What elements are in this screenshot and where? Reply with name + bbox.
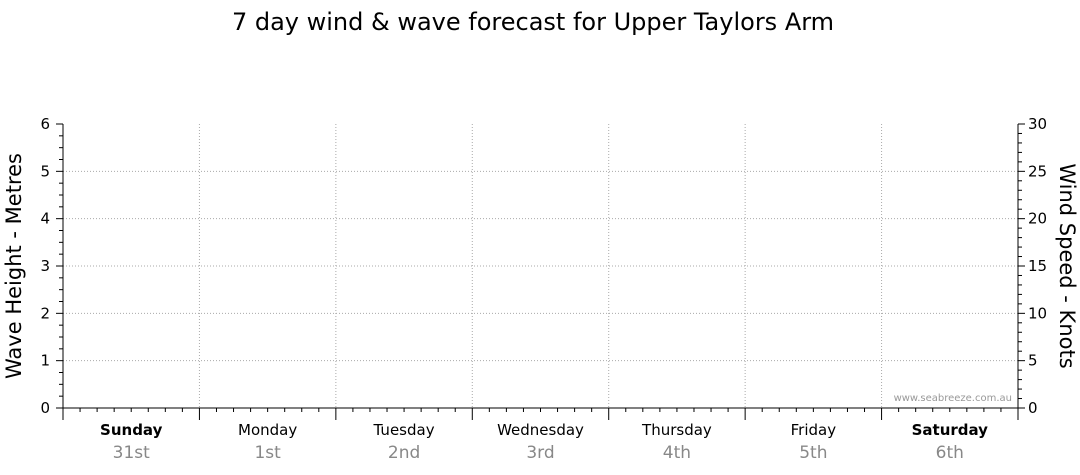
right-tick-label: 20: [1028, 210, 1047, 228]
left-tick-label: 4: [40, 210, 50, 228]
left-tick-label: 1: [40, 352, 50, 370]
right-tick-label: 30: [1028, 115, 1047, 133]
day-name-label: Friday: [791, 421, 837, 439]
x-axis: Sunday 31st Monday 1st Tuesday 2nd Wednesday 3r…: [62, 408, 1019, 463]
day-name-label: Monday: [238, 421, 297, 439]
left-tick-label: 2: [40, 304, 50, 322]
chart-title: 7 day wind & wave forecast for Upper Tay…: [232, 8, 834, 36]
day-name-label: Wednesday: [497, 421, 584, 439]
left-tick-label: 0: [40, 399, 50, 417]
grid: [63, 124, 1018, 408]
right-axis-title: Wind Speed - Knots: [1055, 163, 1079, 368]
day-name-label: Saturday: [912, 421, 989, 439]
day-name-label: Sunday: [100, 421, 163, 439]
right-tick-label: 10: [1028, 304, 1047, 322]
day-date-label: 2nd: [388, 443, 420, 463]
left-axis-title: Wave Height - Metres: [2, 153, 26, 379]
left-tick-label: 5: [40, 162, 50, 180]
left-tick-label: 6: [40, 115, 50, 133]
day-name-label: Thursday: [641, 421, 712, 439]
right-tick-label: 0: [1028, 399, 1038, 417]
watermark: www.seabreeze.com.au: [894, 393, 1012, 404]
left-tick-label: 3: [40, 257, 50, 275]
day-date-label: 3rd: [526, 443, 554, 463]
right-tick-label: 25: [1028, 162, 1047, 180]
day-date-label: 1st: [254, 443, 281, 463]
day-date-label: 5th: [799, 443, 827, 463]
day-name-label: Tuesday: [373, 421, 435, 439]
day-date-label: 31st: [113, 443, 150, 463]
day-date-label: 6th: [936, 443, 964, 463]
left-axis: 0 1 2 3 4 5 6: [40, 115, 63, 417]
right-axis: 0 5 10 15 20 25 30: [1018, 115, 1047, 417]
right-tick-label: 15: [1028, 257, 1047, 275]
day-date-label: 4th: [663, 443, 691, 463]
right-tick-label: 5: [1028, 352, 1038, 370]
